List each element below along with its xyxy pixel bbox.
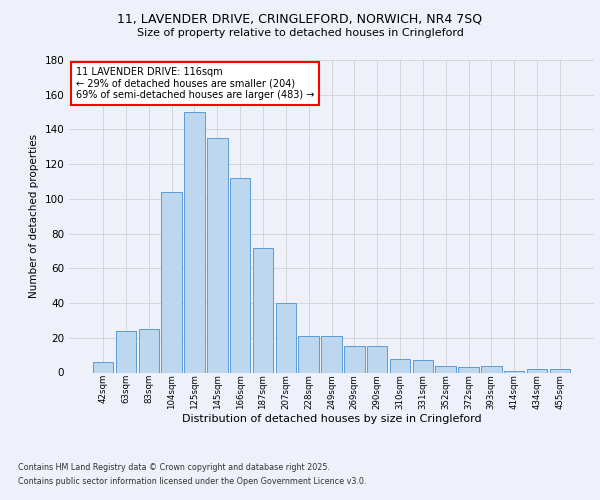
Bar xyxy=(367,346,388,372)
Bar xyxy=(230,178,250,372)
Bar xyxy=(139,329,159,372)
Bar xyxy=(184,112,205,372)
Bar xyxy=(161,192,182,372)
Bar xyxy=(458,368,479,372)
Bar xyxy=(321,336,342,372)
Bar xyxy=(275,303,296,372)
Bar xyxy=(504,371,524,372)
Text: 11, LAVENDER DRIVE, CRINGLEFORD, NORWICH, NR4 7SQ: 11, LAVENDER DRIVE, CRINGLEFORD, NORWICH… xyxy=(118,12,482,26)
Bar xyxy=(93,362,113,372)
Bar xyxy=(298,336,319,372)
Bar xyxy=(116,331,136,372)
Y-axis label: Number of detached properties: Number of detached properties xyxy=(29,134,39,298)
Text: 11 LAVENDER DRIVE: 116sqm
← 29% of detached houses are smaller (204)
69% of semi: 11 LAVENDER DRIVE: 116sqm ← 29% of detac… xyxy=(76,67,314,100)
Bar xyxy=(436,366,456,372)
Bar xyxy=(207,138,227,372)
Bar xyxy=(390,358,410,372)
Bar xyxy=(550,369,570,372)
Text: Size of property relative to detached houses in Cringleford: Size of property relative to detached ho… xyxy=(137,28,463,38)
Bar xyxy=(527,369,547,372)
Bar xyxy=(344,346,365,372)
Text: Contains public sector information licensed under the Open Government Licence v3: Contains public sector information licen… xyxy=(18,477,367,486)
Text: Contains HM Land Registry data © Crown copyright and database right 2025.: Contains HM Land Registry data © Crown c… xyxy=(18,464,330,472)
X-axis label: Distribution of detached houses by size in Cringleford: Distribution of detached houses by size … xyxy=(182,414,481,424)
Bar xyxy=(253,248,273,372)
Bar xyxy=(481,366,502,372)
Bar xyxy=(413,360,433,372)
